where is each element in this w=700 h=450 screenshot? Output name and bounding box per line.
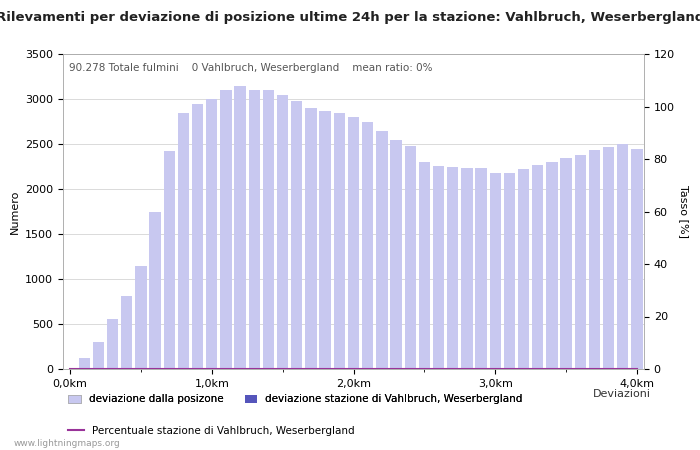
- Bar: [291, 101, 302, 369]
- Bar: [78, 358, 90, 369]
- Bar: [532, 165, 543, 369]
- Bar: [234, 86, 246, 369]
- Bar: [305, 108, 316, 369]
- Bar: [164, 151, 175, 369]
- Bar: [433, 166, 445, 369]
- Legend: deviazione dalla posizone, deviazione stazione di Vahlbruch, Weserbergland: deviazione dalla posizone, deviazione st…: [68, 394, 523, 404]
- Bar: [589, 150, 600, 369]
- Y-axis label: Numero: Numero: [10, 189, 20, 234]
- Bar: [334, 113, 345, 369]
- Bar: [135, 266, 146, 369]
- Legend: Percentuale stazione di Vahlbruch, Weserbergland: Percentuale stazione di Vahlbruch, Weser…: [68, 426, 355, 436]
- Bar: [405, 146, 416, 369]
- Bar: [107, 319, 118, 369]
- Bar: [362, 122, 373, 369]
- Bar: [575, 155, 586, 369]
- Bar: [376, 130, 388, 369]
- Text: Rilevamenti per deviazione di posizione ultime 24h per la stazione: Vahlbruch, W: Rilevamenti per deviazione di posizione …: [0, 11, 700, 24]
- Bar: [631, 148, 643, 369]
- Bar: [248, 90, 260, 369]
- Bar: [121, 296, 132, 369]
- Bar: [461, 168, 472, 369]
- Bar: [617, 144, 629, 369]
- Bar: [561, 158, 572, 369]
- Bar: [277, 94, 288, 369]
- Bar: [262, 90, 274, 369]
- Bar: [419, 162, 430, 369]
- Text: Deviazioni: Deviazioni: [593, 389, 651, 399]
- Bar: [518, 169, 529, 369]
- Bar: [319, 111, 331, 369]
- Text: 90.278 Totale fulmini    0 Vahlbruch, Weserbergland    mean ratio: 0%: 90.278 Totale fulmini 0 Vahlbruch, Weser…: [69, 63, 433, 73]
- Bar: [220, 90, 232, 369]
- Bar: [348, 117, 359, 369]
- Bar: [93, 342, 104, 369]
- Bar: [206, 99, 218, 369]
- Bar: [489, 173, 501, 369]
- Bar: [603, 147, 614, 369]
- Text: www.lightningmaps.org: www.lightningmaps.org: [14, 439, 120, 448]
- Bar: [192, 104, 203, 369]
- Bar: [391, 140, 402, 369]
- Bar: [504, 173, 515, 369]
- Bar: [475, 168, 486, 369]
- Y-axis label: Tasso [%]: Tasso [%]: [679, 185, 689, 238]
- Bar: [149, 212, 161, 369]
- Bar: [546, 162, 558, 369]
- Bar: [178, 112, 189, 369]
- Bar: [447, 167, 458, 369]
